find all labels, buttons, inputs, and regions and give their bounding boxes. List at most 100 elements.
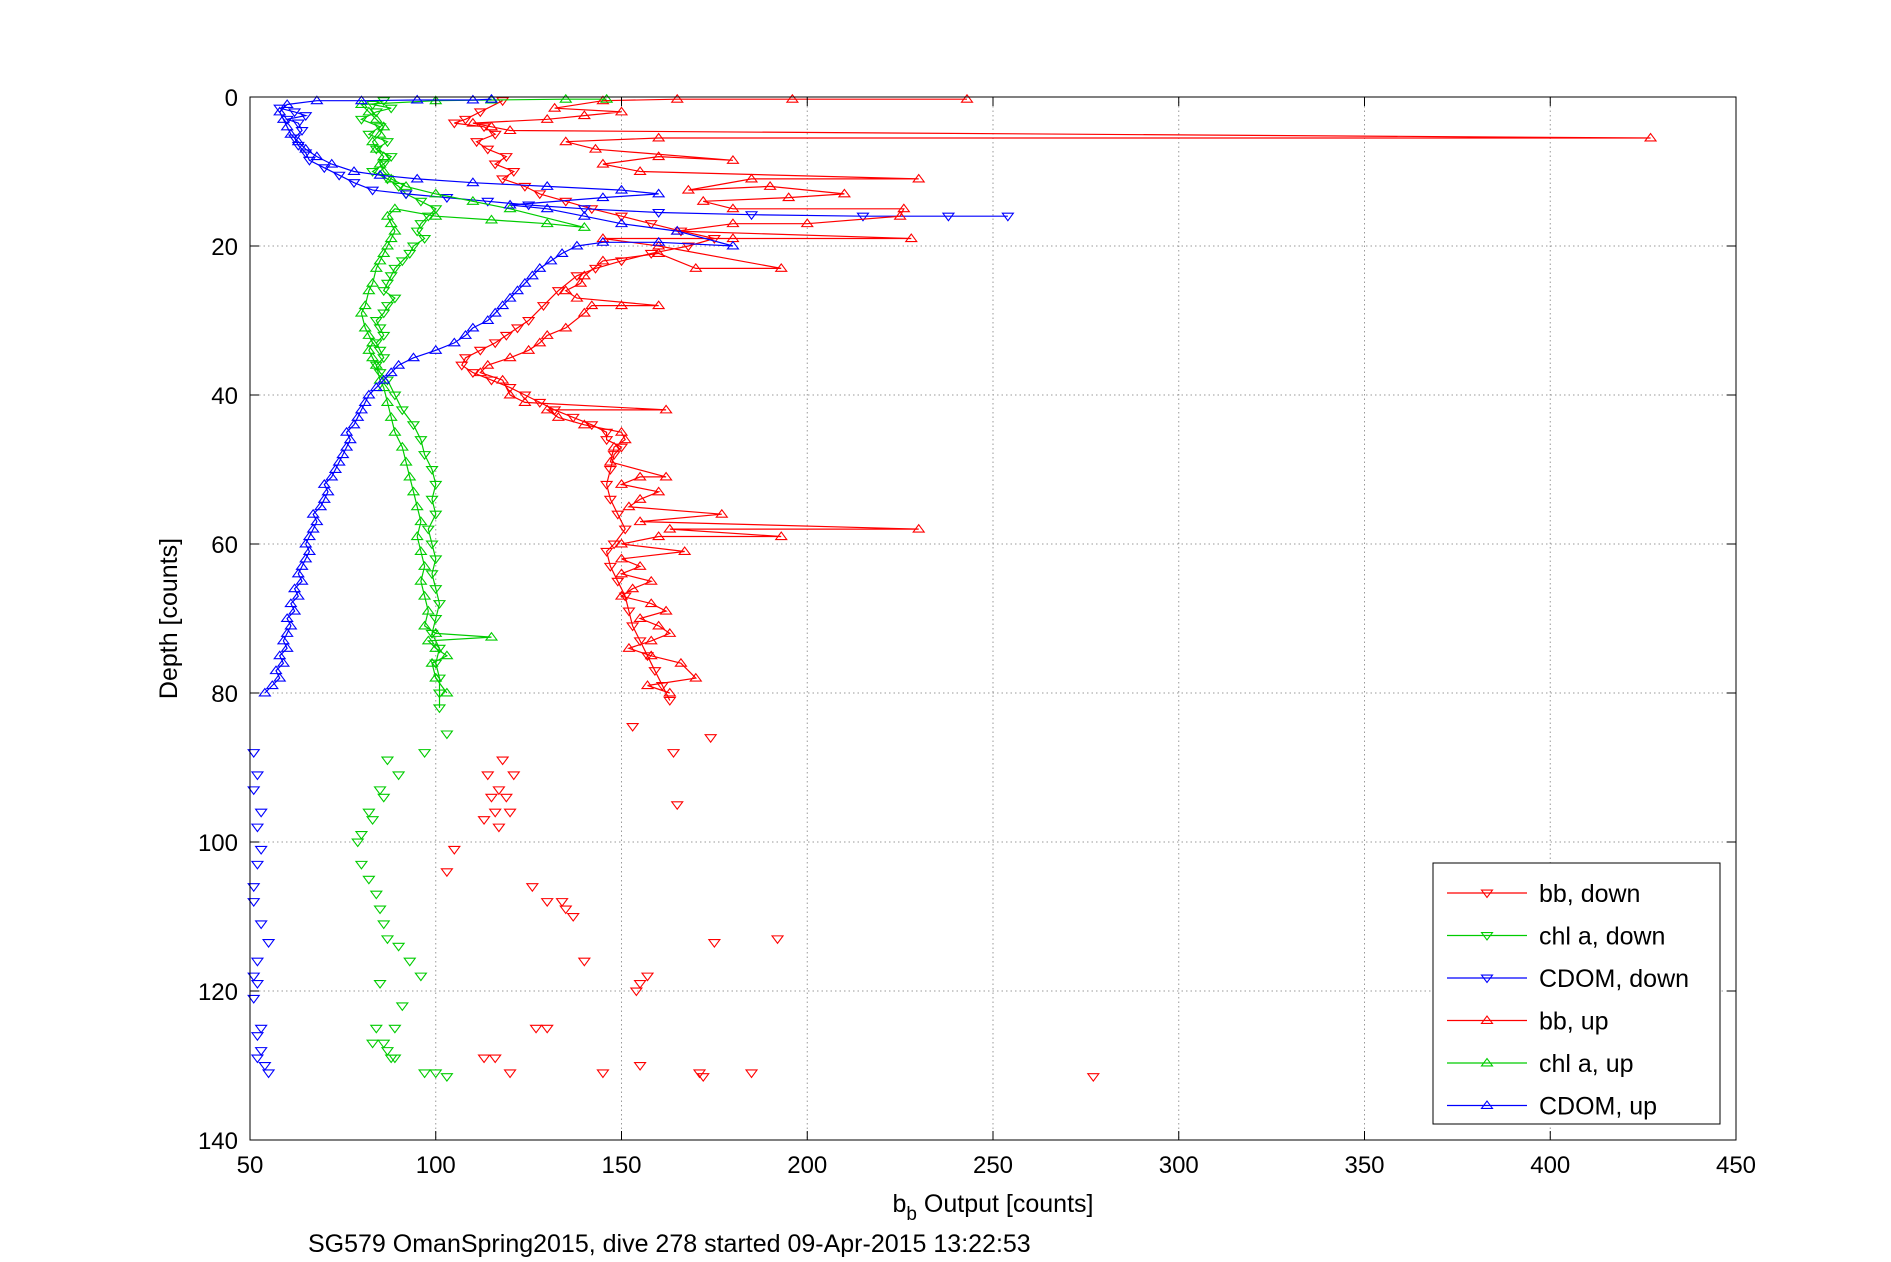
data-point [418, 235, 432, 244]
x-tick-label: 350 [1344, 1152, 1384, 1179]
data-point [577, 210, 591, 220]
data-point [447, 845, 461, 855]
data-point [503, 1069, 517, 1079]
x-tick-label: 300 [1159, 1152, 1199, 1179]
data-point [354, 115, 369, 125]
data-point [347, 179, 361, 189]
data-point [247, 898, 261, 907]
data-point [406, 421, 421, 431]
data-point [377, 121, 391, 131]
data-point [496, 374, 510, 384]
data-point [548, 102, 562, 112]
data-point [377, 97, 391, 107]
x-tick-label: 50 [237, 1152, 264, 1179]
data-point [306, 523, 320, 533]
data-point [503, 352, 517, 362]
data-point [603, 495, 617, 505]
data-point [369, 359, 383, 369]
data-point [577, 307, 591, 317]
data-point [380, 210, 395, 220]
data-point [518, 182, 532, 192]
data-point [310, 516, 324, 526]
data-point [440, 1073, 454, 1083]
data-point [284, 620, 298, 630]
legend-label: CDOM, down [1539, 965, 1689, 993]
data-point [458, 354, 473, 364]
data-point [384, 367, 398, 377]
data-point [302, 531, 317, 541]
data-point [380, 302, 395, 311]
data-point [466, 322, 480, 332]
data-point [548, 406, 562, 416]
data-point [447, 119, 461, 129]
data-point [369, 143, 383, 153]
data-point [618, 525, 632, 535]
data-point [377, 331, 391, 341]
data-point [366, 816, 380, 826]
data-point [596, 255, 610, 265]
data-point [421, 635, 435, 645]
data-point [425, 540, 439, 550]
data-point [633, 493, 647, 503]
data-point [785, 93, 799, 103]
data-point [384, 272, 398, 282]
data-point [904, 233, 918, 243]
data-point [1086, 1073, 1100, 1083]
data-point [559, 322, 573, 332]
figure-caption: SG579 OmanSpring2015, dive 278 started 0… [308, 1230, 1031, 1258]
data-point [704, 734, 718, 744]
data-point [366, 186, 380, 196]
data-point [570, 240, 584, 250]
data-point [726, 203, 740, 213]
data-point [369, 382, 383, 392]
data-point [570, 292, 584, 302]
data-point [373, 346, 387, 356]
data-point [503, 808, 517, 818]
data-point [384, 218, 398, 228]
data-point [332, 456, 346, 466]
legend-label: CDOM, up [1539, 1093, 1657, 1121]
data-point [529, 1024, 543, 1034]
data-point [488, 130, 502, 140]
data-point [410, 94, 424, 104]
data-point [403, 249, 417, 259]
data-point [369, 145, 383, 155]
data-point [644, 220, 658, 230]
data-point [681, 242, 695, 252]
data-point [429, 585, 443, 595]
data-point [384, 104, 398, 114]
data-point [559, 136, 573, 146]
data-point [429, 614, 443, 624]
legend-swatch-marker [1480, 931, 1494, 941]
data-point [354, 95, 369, 105]
data-point [488, 1054, 502, 1064]
data-point [466, 195, 480, 205]
data-point [596, 1069, 610, 1079]
data-point [477, 123, 491, 133]
data-point [362, 285, 376, 295]
legend-label: chl a, down [1539, 923, 1665, 951]
data-point [470, 138, 484, 148]
data-point [429, 555, 443, 565]
data-point [406, 486, 421, 496]
data-point [395, 257, 409, 267]
data-point [429, 205, 443, 215]
data-point [897, 203, 911, 213]
data-point [421, 212, 435, 222]
data-point [488, 339, 502, 349]
data-point [492, 823, 506, 833]
series-bb-up [466, 93, 1658, 697]
legend-swatch-marker [1480, 1015, 1494, 1025]
data-point [392, 359, 406, 369]
data-point [499, 331, 513, 341]
data-point [666, 749, 681, 758]
data-point [614, 106, 629, 116]
data-point [555, 898, 569, 907]
data-point [663, 523, 677, 533]
data-point [603, 562, 617, 572]
data-point [629, 987, 643, 997]
data-point [284, 128, 298, 138]
data-point [614, 184, 629, 194]
data-point [269, 665, 283, 675]
data-point [373, 158, 387, 168]
